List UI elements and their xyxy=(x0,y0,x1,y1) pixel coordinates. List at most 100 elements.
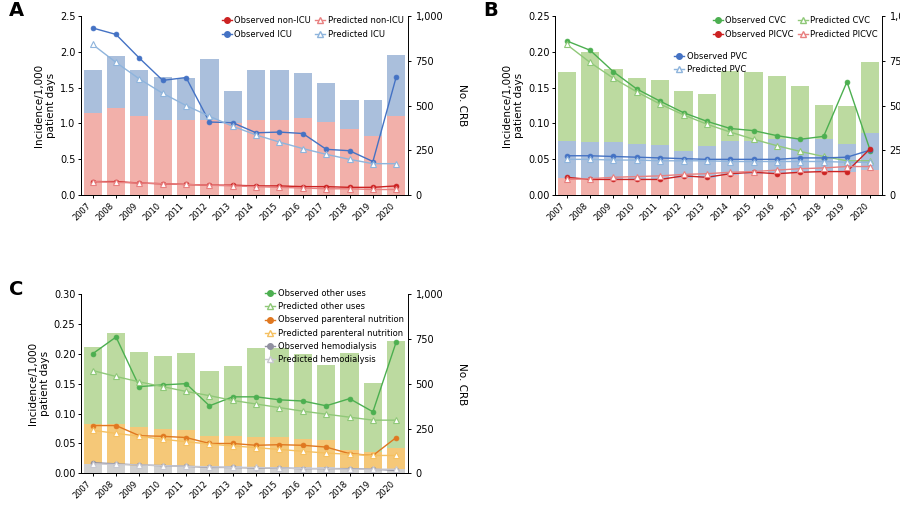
Bar xyxy=(340,100,359,129)
Bar xyxy=(224,436,242,466)
Bar xyxy=(698,94,716,146)
Bar xyxy=(130,352,148,427)
Bar xyxy=(247,120,266,195)
Bar xyxy=(721,141,739,175)
Bar xyxy=(791,138,809,173)
Bar xyxy=(154,120,172,195)
Bar xyxy=(651,179,670,195)
Bar xyxy=(107,108,125,195)
Bar xyxy=(270,348,289,437)
Bar xyxy=(293,468,312,473)
Bar xyxy=(107,56,125,108)
Bar xyxy=(84,69,102,113)
Bar xyxy=(791,86,809,138)
Bar xyxy=(270,467,289,473)
Bar xyxy=(107,424,125,465)
Bar xyxy=(177,352,195,430)
Bar xyxy=(768,76,786,139)
Bar xyxy=(270,437,289,467)
Bar xyxy=(627,179,646,195)
Bar xyxy=(270,69,289,120)
Text: C: C xyxy=(9,280,23,299)
Bar xyxy=(317,83,336,122)
Bar xyxy=(814,173,832,195)
Bar xyxy=(247,69,266,120)
Legend: Observed PVC, Predicted PVC: Observed PVC, Predicted PVC xyxy=(674,52,747,74)
Bar xyxy=(84,424,102,464)
Bar xyxy=(317,440,336,468)
Bar xyxy=(177,78,195,120)
Bar xyxy=(558,73,576,140)
Bar xyxy=(224,91,242,124)
Bar xyxy=(674,91,693,151)
Bar xyxy=(201,120,219,195)
Text: B: B xyxy=(483,2,498,21)
Bar xyxy=(364,100,382,136)
Bar xyxy=(177,430,195,466)
Bar xyxy=(154,356,172,429)
Bar xyxy=(201,436,219,466)
Bar xyxy=(387,55,405,116)
Bar xyxy=(674,178,693,195)
Bar xyxy=(558,140,576,178)
Bar xyxy=(744,174,762,195)
Bar xyxy=(581,179,599,195)
Bar xyxy=(293,354,312,439)
Bar xyxy=(224,366,242,436)
Bar xyxy=(604,69,623,142)
Bar xyxy=(364,469,382,473)
Y-axis label: Incidence/1,000
patient days: Incidence/1,000 patient days xyxy=(502,64,524,147)
Bar xyxy=(340,450,359,468)
Bar xyxy=(84,113,102,195)
Bar xyxy=(293,439,312,468)
Bar xyxy=(674,151,693,178)
Bar xyxy=(838,144,856,173)
Bar xyxy=(270,120,289,195)
Bar xyxy=(387,448,405,469)
Bar xyxy=(247,467,266,473)
Bar xyxy=(698,146,716,178)
Bar xyxy=(177,466,195,473)
Bar xyxy=(838,173,856,195)
Bar xyxy=(627,144,646,179)
Bar xyxy=(130,116,148,195)
Bar xyxy=(201,370,219,436)
Bar xyxy=(317,122,336,195)
Bar xyxy=(581,53,599,142)
Bar xyxy=(107,465,125,473)
Bar xyxy=(224,466,242,473)
Bar xyxy=(604,179,623,195)
Bar xyxy=(340,468,359,473)
Bar xyxy=(107,333,125,424)
Bar xyxy=(651,80,670,145)
Bar xyxy=(838,106,856,144)
Bar xyxy=(387,341,405,448)
Bar xyxy=(861,63,879,133)
Bar xyxy=(130,69,148,116)
Bar xyxy=(604,142,623,179)
Bar xyxy=(84,464,102,473)
Bar xyxy=(293,118,312,195)
Bar xyxy=(581,142,599,179)
Y-axis label: No. CRB: No. CRB xyxy=(457,84,467,127)
Bar xyxy=(721,71,739,141)
Bar xyxy=(154,466,172,473)
Bar xyxy=(814,105,832,139)
Bar xyxy=(364,452,382,469)
Bar xyxy=(293,73,312,118)
Text: A: A xyxy=(9,2,24,21)
Bar xyxy=(791,173,809,195)
Bar xyxy=(768,174,786,195)
Bar xyxy=(721,175,739,195)
Legend: Observed other uses, Predicted other uses, Observed parenteral nutrition, Predic: Observed other uses, Predicted other use… xyxy=(266,289,404,364)
Y-axis label: No. CRB: No. CRB xyxy=(457,362,467,405)
Bar xyxy=(154,77,172,120)
Bar xyxy=(154,429,172,466)
Bar xyxy=(387,469,405,473)
Bar xyxy=(364,136,382,195)
Bar xyxy=(317,468,336,473)
Bar xyxy=(340,129,359,195)
Bar xyxy=(364,383,382,452)
Bar xyxy=(814,139,832,173)
Bar xyxy=(247,348,266,437)
